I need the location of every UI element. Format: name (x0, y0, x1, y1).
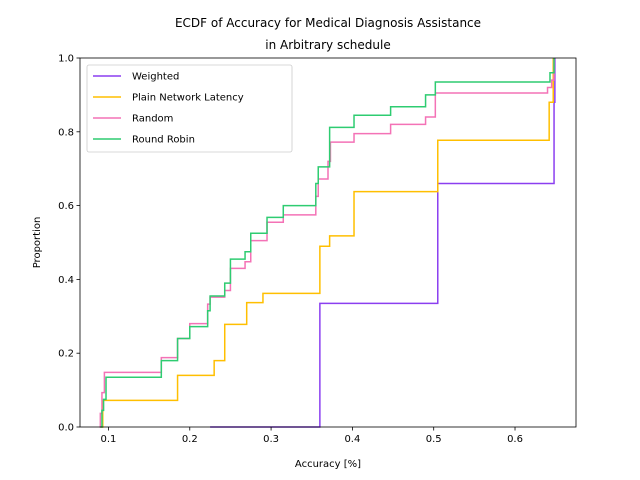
x-tick-label: 0.1 (101, 434, 117, 445)
legend: Weighted Plain Network Latency Random Round… (86, 64, 293, 153)
x-axis-ticks: 0.1 0.2 0.3 0.4 0.5 0.6 (101, 427, 523, 445)
y-tick-label: 0.6 (58, 201, 74, 212)
x-tick-label: 0.5 (426, 434, 442, 445)
legend-label: Weighted (132, 72, 179, 83)
series-line-round-robin (100, 58, 555, 428)
series-line-random (99, 58, 555, 428)
legend-box (86, 64, 293, 153)
y-tick-label: 0.0 (58, 423, 74, 434)
y-tick-label: 0.8 (58, 127, 74, 138)
legend-label: Round Robin (132, 135, 195, 146)
y-axis-label: Proportion (32, 217, 43, 269)
series-line-plain-network-latency (101, 58, 554, 428)
y-axis-ticks: 0.0 0.2 0.4 0.6 0.8 1.0 (58, 54, 80, 434)
y-tick-label: 1.0 (58, 54, 74, 65)
plot-series-group (99, 58, 556, 428)
chart-title-line-2: in Arbitrary schedule (265, 38, 390, 52)
chart-title-line-1: ECDF of Accuracy for Medical Diagnosis A… (175, 16, 481, 30)
legend-label: Plain Network Latency (132, 93, 244, 104)
x-tick-label: 0.2 (182, 434, 198, 445)
legend-label: Random (132, 114, 173, 125)
x-tick-label: 0.4 (344, 434, 360, 445)
plot-frame (79, 57, 577, 428)
x-tick-label: 0.3 (263, 434, 279, 445)
y-tick-label: 0.4 (58, 275, 74, 286)
y-tick-label: 0.2 (58, 349, 74, 360)
x-axis-label: Accuracy [%] (295, 459, 361, 470)
x-tick-label: 0.6 (507, 434, 523, 445)
